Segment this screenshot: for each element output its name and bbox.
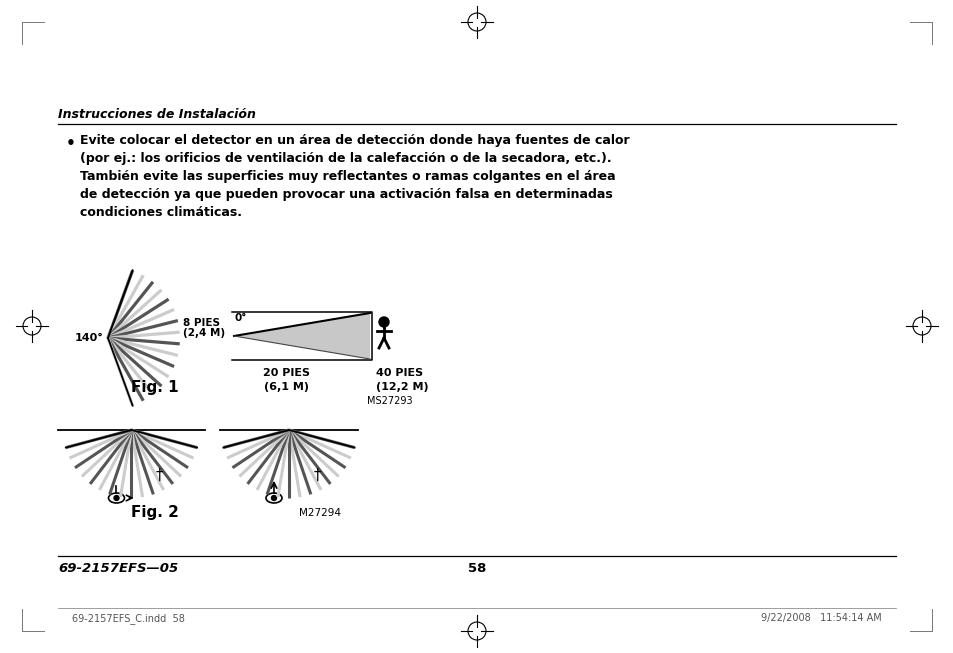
Text: (12,2 M): (12,2 M) bbox=[375, 382, 428, 392]
Text: 0°: 0° bbox=[234, 313, 247, 323]
Text: †: † bbox=[155, 468, 163, 483]
Text: Instrucciones de Instalación: Instrucciones de Instalación bbox=[58, 108, 255, 121]
Text: MS27293: MS27293 bbox=[367, 396, 413, 406]
Text: 8 PIES: 8 PIES bbox=[183, 318, 220, 328]
Polygon shape bbox=[233, 313, 370, 359]
Text: 69-2157EFS—05: 69-2157EFS—05 bbox=[58, 562, 178, 575]
Text: 69-2157EFS_C.indd  58: 69-2157EFS_C.indd 58 bbox=[71, 613, 185, 624]
Text: 9/22/2008   11:54:14 AM: 9/22/2008 11:54:14 AM bbox=[760, 613, 882, 623]
Text: condiciones climáticas.: condiciones climáticas. bbox=[80, 206, 242, 219]
Text: Evite colocar el detector en un área de detección donde haya fuentes de calor: Evite colocar el detector en un área de … bbox=[80, 134, 629, 147]
Text: de detección ya que pueden provocar una activación falsa en determinadas: de detección ya que pueden provocar una … bbox=[80, 188, 612, 201]
Text: M27294: M27294 bbox=[298, 508, 340, 518]
Text: Fig. 2: Fig. 2 bbox=[131, 505, 179, 520]
Text: (6,1 M): (6,1 M) bbox=[264, 382, 309, 392]
Text: 20 PIES: 20 PIES bbox=[263, 368, 310, 378]
Text: Fig. 1: Fig. 1 bbox=[132, 380, 178, 395]
Text: (2,4 M): (2,4 M) bbox=[183, 328, 225, 338]
Text: 140°: 140° bbox=[75, 333, 104, 343]
Circle shape bbox=[113, 496, 119, 500]
Text: También evite las superficies muy reflectantes o ramas colgantes en el área: También evite las superficies muy reflec… bbox=[80, 170, 615, 183]
Text: (por ej.: los orificios de ventilación de la calefacción o de la secadora, etc.): (por ej.: los orificios de ventilación d… bbox=[80, 152, 611, 165]
Text: †: † bbox=[313, 468, 320, 483]
Circle shape bbox=[272, 496, 276, 500]
Circle shape bbox=[378, 317, 389, 327]
Text: 58: 58 bbox=[467, 562, 486, 575]
Text: •: • bbox=[66, 136, 76, 151]
Text: 40 PIES: 40 PIES bbox=[375, 368, 423, 378]
